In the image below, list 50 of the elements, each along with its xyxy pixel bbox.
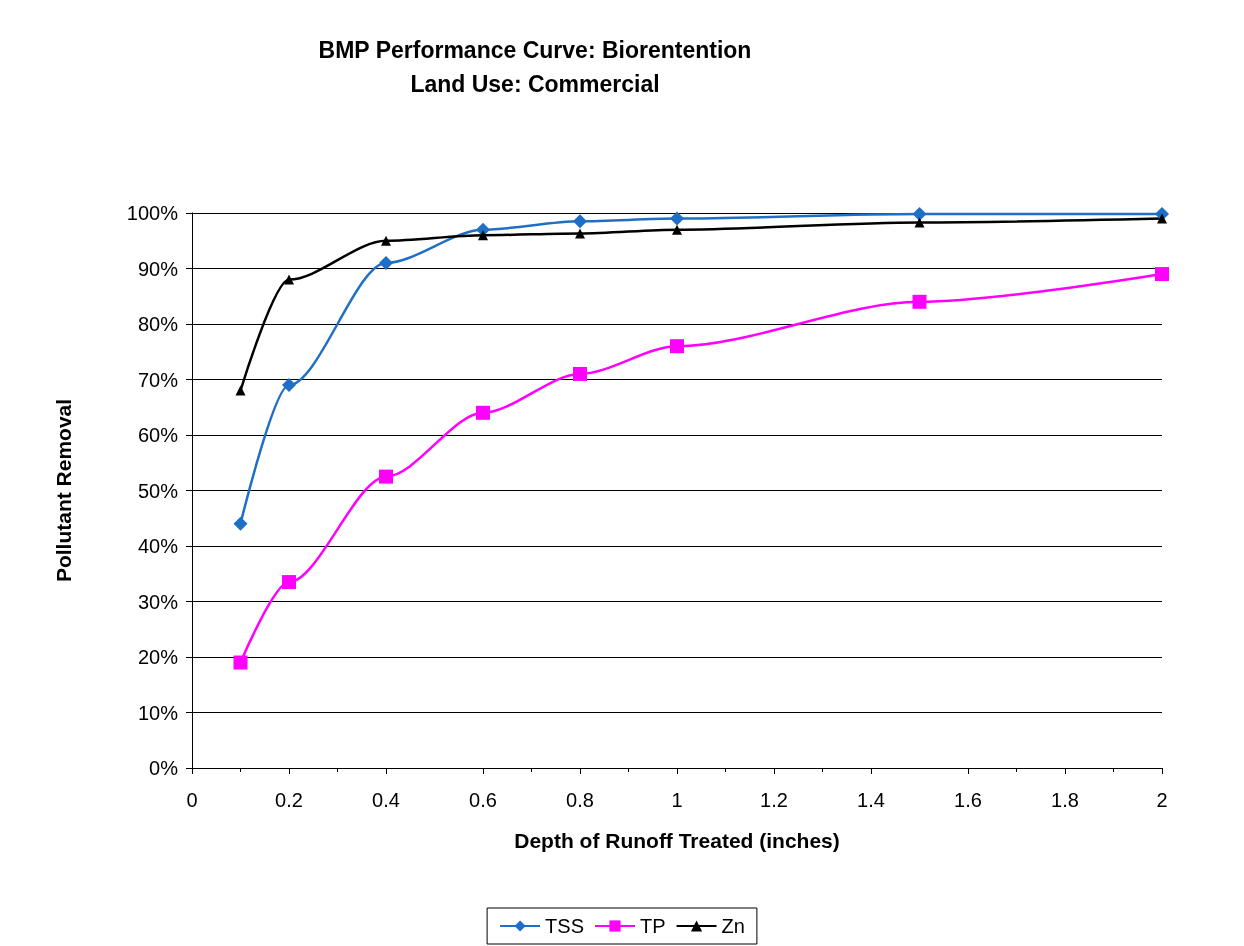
point — [914, 217, 925, 228]
point — [573, 214, 587, 229]
y-tick-label: 100% — [126, 202, 179, 224]
point — [575, 228, 585, 239]
legend-label: Zn — [721, 915, 745, 937]
y-tick-label: 30% — [137, 590, 179, 613]
y-tick-label: 80% — [137, 313, 179, 335]
point — [381, 235, 391, 246]
y-tick-label: 70% — [137, 368, 179, 391]
legend-label: TP — [640, 915, 666, 937]
point — [233, 516, 248, 531]
y-tick-label: 90% — [137, 257, 179, 280]
point — [379, 469, 393, 484]
point — [912, 207, 927, 222]
y-tick-label: 50% — [137, 479, 179, 502]
x-tick-label: 0.4 — [372, 789, 400, 811]
x-tick-label: 0.8 — [566, 789, 594, 811]
point — [672, 224, 682, 235]
y-tick-label: 60% — [137, 424, 179, 446]
point — [282, 378, 296, 393]
y-tick-label: 10% — [137, 701, 179, 724]
x-tick-label: 0 — [186, 789, 198, 811]
point — [670, 339, 684, 354]
y-tick-label: 40% — [137, 535, 179, 557]
x-tick-label: 1 — [671, 789, 683, 811]
y-axis-title: Pollutant Removal — [52, 398, 75, 583]
point — [573, 366, 587, 381]
y-tick-label: 0% — [149, 757, 179, 779]
point — [235, 385, 246, 396]
point — [233, 655, 248, 670]
point — [912, 294, 927, 309]
x-tick-label: 2 — [1156, 789, 1168, 811]
x-tick-label: 1.4 — [857, 789, 885, 811]
point — [379, 255, 393, 270]
y-tick-label: 20% — [137, 646, 179, 668]
chart-title: BMP Performance Curve: Biorentention Land Use: Commercial — [318, 37, 752, 97]
point — [1157, 213, 1167, 224]
point — [1155, 267, 1169, 282]
x-tick-label: 0.6 — [469, 789, 497, 811]
legend-label: TSS — [545, 915, 585, 937]
x-tick-label: 1.6 — [954, 789, 982, 811]
point — [282, 575, 296, 590]
point — [284, 274, 294, 285]
x-axis-title: Depth of Runoff Treated (inches) — [514, 829, 840, 852]
point — [670, 211, 684, 226]
x-tick-label: 1.2 — [760, 789, 788, 811]
point — [476, 405, 490, 420]
x-tick-label: 0.2 — [275, 789, 303, 811]
point — [478, 230, 488, 241]
x-tick-label: 1.8 — [1051, 789, 1079, 811]
